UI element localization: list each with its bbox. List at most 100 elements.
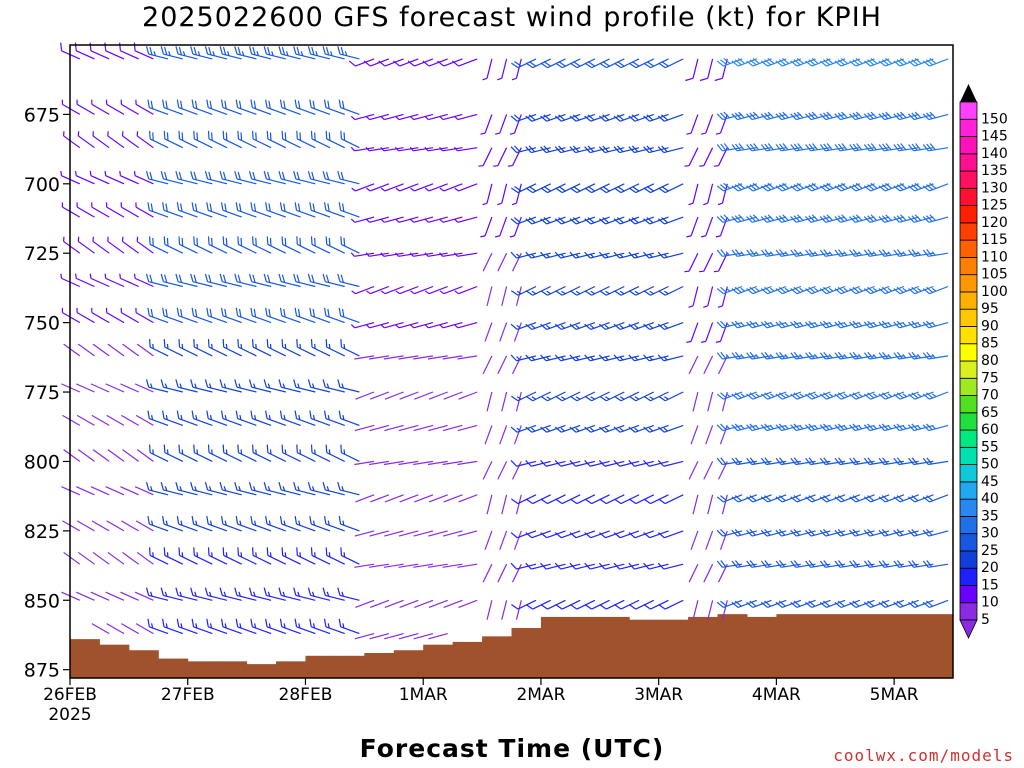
wind-barb: [104, 170, 125, 185]
wind-barb: [657, 424, 684, 433]
wind-barb: [493, 147, 508, 167]
wind-barb: [413, 633, 434, 640]
wind-barb: [878, 249, 904, 257]
wind-barb: [340, 130, 360, 149]
wind-barb: [309, 202, 331, 218]
wind-barb: [775, 423, 802, 432]
colorbar-label: 105: [981, 267, 1008, 283]
wind-barb: [398, 633, 419, 640]
wind-barb: [703, 355, 714, 375]
colorbar-swatch: [959, 516, 978, 535]
wind-barb: [457, 424, 478, 432]
wind-barb: [554, 530, 581, 539]
wind-barb: [369, 460, 389, 466]
wind-barb: [76, 99, 95, 115]
wind-barb: [63, 551, 81, 565]
wind-barb: [365, 322, 390, 329]
wind-barb: [731, 423, 757, 432]
wind-barb: [731, 457, 757, 466]
wind-barb: [323, 99, 345, 115]
wind-barb: [204, 46, 228, 60]
wind-barb: [337, 482, 360, 496]
wind-barb: [515, 494, 522, 515]
wind-barb: [922, 320, 949, 329]
wind-barb: [878, 560, 904, 568]
wind-barb: [398, 460, 419, 466]
wind-barb: [263, 273, 286, 288]
wind-barb: [190, 379, 213, 393]
wind-barb: [394, 146, 419, 152]
wind-barb: [237, 236, 257, 254]
wind-barb: [248, 46, 272, 60]
wind-barb: [409, 216, 434, 223]
wind-barb: [613, 459, 640, 467]
wind-barb: [716, 320, 743, 329]
wind-barb: [162, 202, 184, 218]
wind-barb: [658, 285, 684, 296]
wind-barb: [220, 99, 242, 115]
wind-barb: [849, 351, 875, 360]
wind-barb: [628, 216, 655, 225]
wind-barb: [162, 307, 184, 324]
wind-barb: [922, 111, 949, 121]
wind-barb: [643, 354, 669, 362]
wind-barb: [849, 457, 875, 466]
wind-barb: [510, 113, 537, 122]
colorbar-label: 60: [981, 422, 999, 438]
wind-barb: [893, 494, 919, 503]
wind-barb: [657, 113, 684, 122]
wind-barb: [380, 146, 404, 152]
wind-barb: [907, 529, 934, 537]
colorbar-bottom-arrow: [959, 619, 978, 639]
colorbar-swatch: [959, 481, 978, 500]
wind-barb: [922, 285, 949, 295]
wind-barb: [439, 216, 463, 223]
wind-barb: [76, 520, 95, 532]
wind-barb: [136, 551, 154, 565]
wind-barb: [106, 520, 125, 532]
wind-barb: [398, 530, 419, 537]
wind-barb: [701, 114, 714, 135]
wind-barb: [365, 113, 390, 121]
wind-barb: [193, 130, 213, 149]
terrain-segment: [482, 636, 512, 678]
wind-barb: [907, 320, 934, 329]
wind-barb: [281, 236, 301, 254]
wind-barb: [178, 339, 198, 357]
terrain-segment: [570, 616, 601, 678]
wind-barb: [163, 444, 184, 462]
wind-barb: [265, 410, 287, 426]
wind-barb: [598, 113, 625, 122]
terrain-segment: [305, 655, 336, 678]
wind-barb: [442, 563, 463, 568]
x-tick-label: 3MAR: [634, 685, 683, 705]
wind-barb: [147, 516, 169, 532]
wind-barb: [707, 600, 714, 620]
wind-barb: [878, 57, 905, 67]
wind-barb: [922, 57, 949, 67]
wind-barb: [454, 216, 478, 223]
colorbar-label: 130: [981, 180, 1008, 196]
wind-barb: [509, 216, 522, 238]
wind-barb: [323, 516, 345, 532]
wind-barb: [147, 99, 169, 115]
wind-barb: [613, 562, 640, 570]
wind-barb: [908, 391, 934, 400]
wind-barb: [480, 216, 493, 238]
wind-barb: [293, 587, 316, 601]
wind-barb: [370, 494, 390, 503]
wind-barb: [805, 143, 831, 152]
terrain-segment: [864, 614, 895, 678]
wind-barb: [338, 202, 360, 218]
wind-barb: [370, 391, 390, 400]
wind-barb: [424, 113, 448, 121]
wind-barb: [281, 339, 301, 357]
wind-barb: [554, 145, 581, 154]
wind-barb: [690, 530, 699, 550]
wind-barb: [204, 171, 228, 185]
wind-barb: [191, 410, 213, 426]
wind-barb: [237, 444, 257, 462]
wind-barb: [337, 273, 360, 288]
colorbar-label: 35: [981, 508, 999, 524]
